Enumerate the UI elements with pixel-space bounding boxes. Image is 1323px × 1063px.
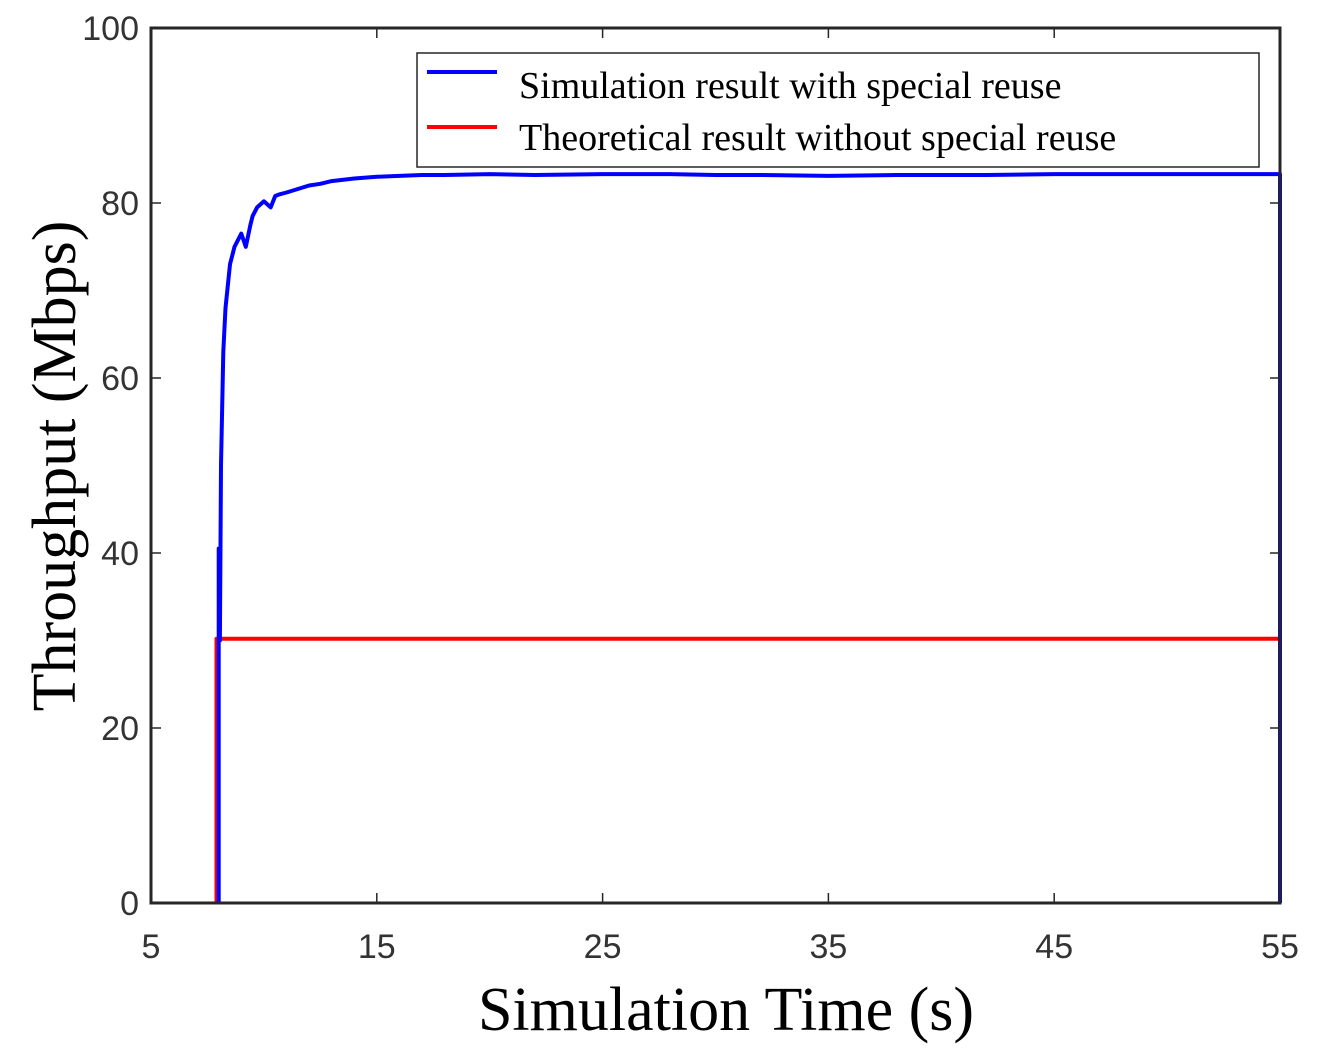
legend-label-simulation: Simulation result with special reuse bbox=[519, 65, 1061, 107]
x-tick-label: 45 bbox=[1035, 928, 1073, 966]
x-tick-label: 55 bbox=[1261, 928, 1299, 966]
legend-label-theoretical: Theoretical result without special reuse bbox=[519, 117, 1116, 159]
y-tick-label: 40 bbox=[101, 535, 139, 573]
y-tick-label: 80 bbox=[101, 185, 139, 223]
ticks-layer: 5 15 25 35 45 55 0 20 40 60 80 100 bbox=[82, 10, 1299, 966]
y-tick-label: 100 bbox=[82, 10, 139, 48]
y-tick-label: 0 bbox=[120, 885, 139, 923]
series-line-simulation bbox=[216, 172, 1282, 903]
y-axis-title: Throughput (Mbps) bbox=[21, 221, 89, 712]
x-tick-label: 25 bbox=[584, 928, 622, 966]
legend-box bbox=[416, 52, 1260, 168]
y-tick-label: 60 bbox=[101, 360, 139, 398]
x-tick-label: 15 bbox=[358, 928, 396, 966]
x-axis-title: Simulation Time (s) bbox=[478, 976, 974, 1044]
x-tick-label: 5 bbox=[142, 928, 161, 966]
x-tick-label: 35 bbox=[809, 928, 847, 966]
y-tick-label: 20 bbox=[101, 710, 139, 748]
legend: Simulation result with special reuse The… bbox=[416, 52, 1260, 168]
plot-frame bbox=[149, 26, 1282, 905]
